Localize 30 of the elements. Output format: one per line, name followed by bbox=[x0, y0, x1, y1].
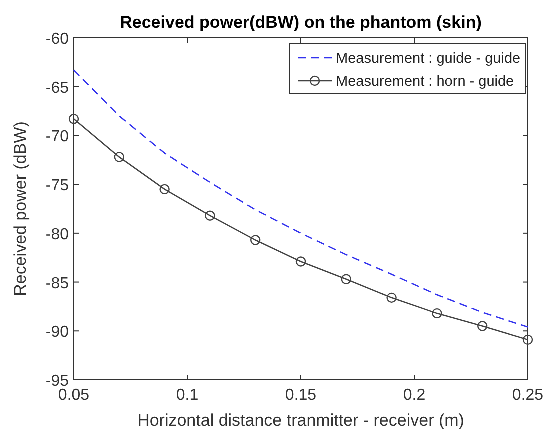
point bbox=[341, 274, 352, 284]
x-tick-label: 0.25 bbox=[512, 387, 544, 404]
chart-title: Received power(dBW) on the phantom (skin) bbox=[120, 13, 482, 32]
y-tick-label: -75 bbox=[46, 178, 70, 195]
point bbox=[114, 152, 124, 162]
x-tick-label: 0.2 bbox=[403, 387, 426, 404]
line-series bbox=[73, 70, 529, 328]
point bbox=[250, 235, 261, 246]
point bbox=[432, 308, 442, 319]
point bbox=[296, 256, 306, 267]
y-axis-title: Received power (dBW) bbox=[11, 122, 30, 296]
x-tick-label: 0.05 bbox=[58, 387, 90, 404]
x-axis-title: Horizontal distance tranmitter - receiver (m) bbox=[138, 411, 464, 430]
legend-label: Measurement : horn - guide bbox=[336, 74, 514, 90]
point bbox=[386, 292, 397, 304]
y-tick-label: -85 bbox=[46, 275, 70, 292]
y-tick-label: -60 bbox=[46, 31, 70, 48]
x-tick-label: 0.1 bbox=[176, 387, 199, 404]
point bbox=[160, 184, 170, 195]
y-tick-label: -90 bbox=[46, 324, 70, 342]
point bbox=[478, 321, 488, 332]
legend-label: Measurement : guide - guide bbox=[336, 51, 521, 67]
point bbox=[205, 210, 216, 221]
x-tick-label: 0.15 bbox=[285, 387, 317, 404]
point bbox=[68, 114, 80, 124]
point bbox=[522, 334, 534, 346]
y-tick-label: -65 bbox=[46, 80, 70, 97]
y-tick-label: -80 bbox=[46, 226, 70, 244]
y-tick-label: -70 bbox=[46, 128, 70, 146]
y-tick-label: -95 bbox=[46, 373, 70, 390]
